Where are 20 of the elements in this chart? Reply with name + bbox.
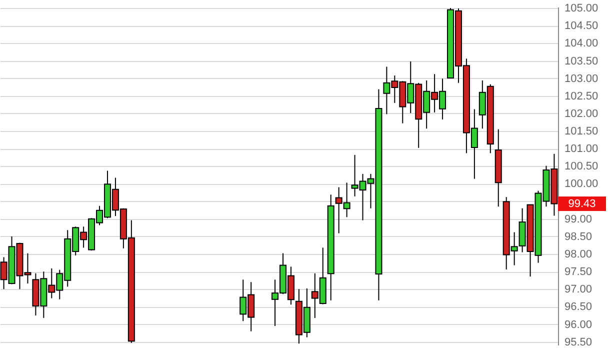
y-tick-label: 100.50 — [564, 160, 598, 173]
y-tick-label: 100.00 — [564, 178, 598, 190]
text: 99.43 — [568, 198, 596, 210]
y-tick-label: 96.00 — [564, 318, 592, 331]
y-tick-label: 103.50 — [564, 55, 598, 68]
y-tick-label: 99.00 — [564, 213, 592, 226]
y-tick-label: 102.50 — [564, 90, 598, 102]
y-tick-label: 98.00 — [564, 248, 592, 260]
y-tick-label: 95.50 — [564, 336, 592, 348]
y-tick-label: 104.00 — [564, 38, 598, 50]
y-tick-label: 101.00 — [564, 143, 598, 156]
y-tick-label: 105.00 — [564, 2, 598, 15]
y-tick-label: 97.00 — [564, 284, 592, 296]
y-tick-label: 104.50 — [564, 20, 598, 32]
y-tick-label: 101.50 — [564, 126, 598, 138]
y-tick-label: 97.50 — [564, 266, 592, 278]
y-tick-label: 98.50 — [564, 230, 592, 243]
y-tick-label: 96.50 — [564, 301, 592, 314]
y-tick-label: 103.00 — [564, 72, 598, 85]
y-tick-label: 102.00 — [564, 108, 598, 120]
